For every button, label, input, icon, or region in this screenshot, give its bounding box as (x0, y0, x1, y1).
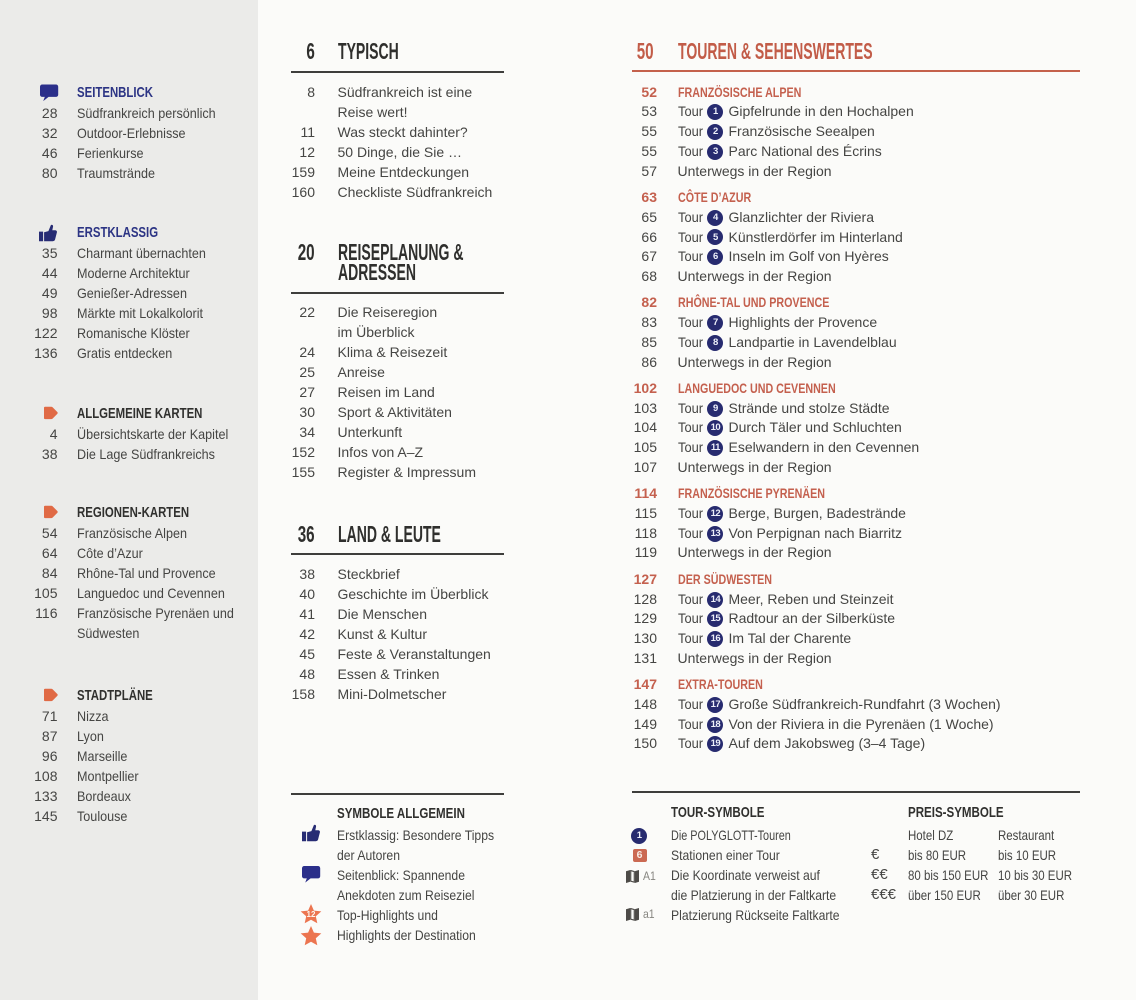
svg-text:12: 12 (307, 910, 316, 919)
